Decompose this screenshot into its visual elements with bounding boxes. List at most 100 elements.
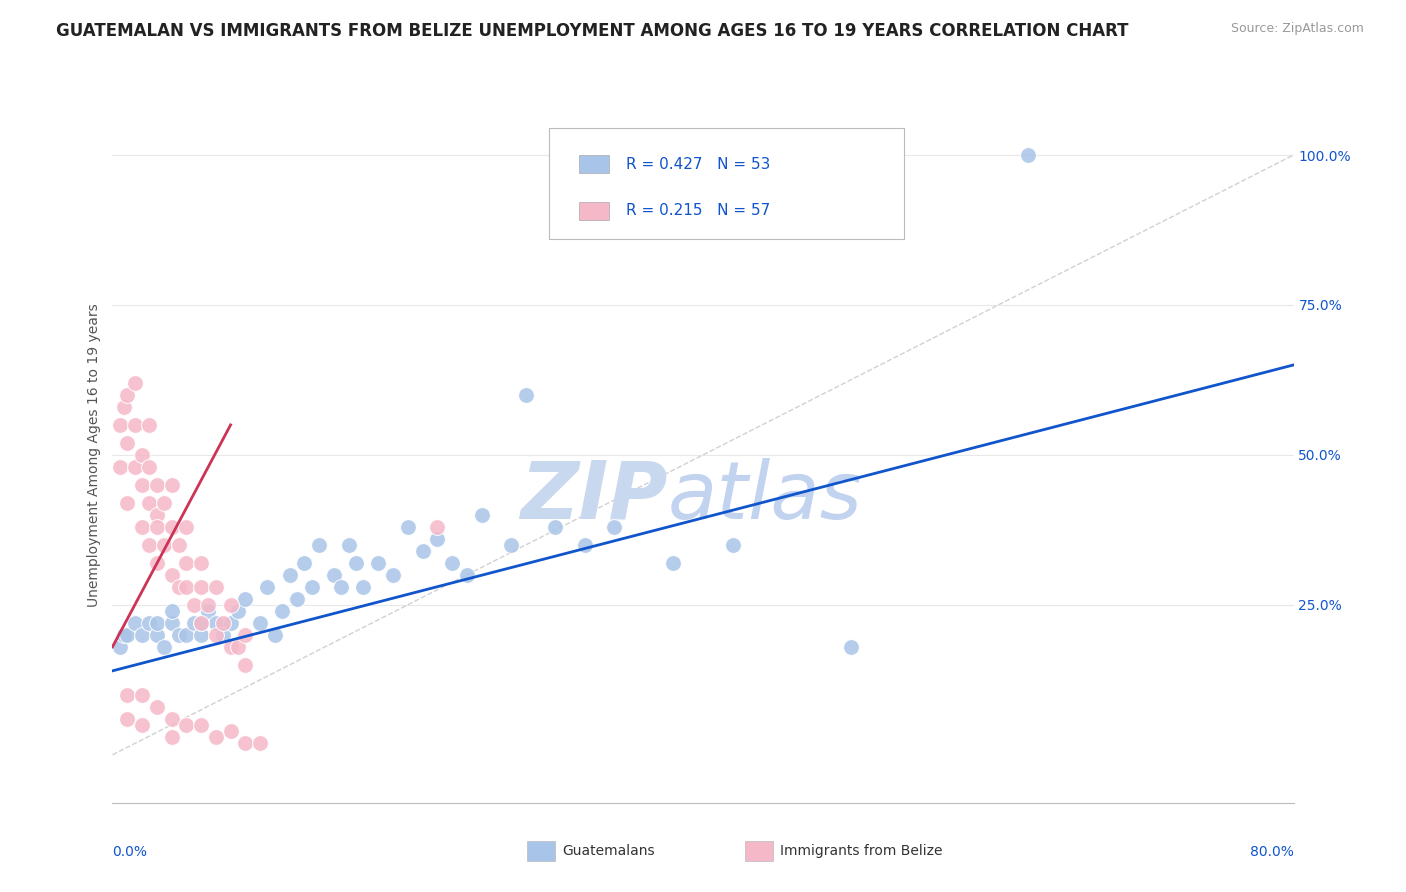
Point — [456, 567, 478, 582]
Point — [344, 556, 367, 570]
Point — [174, 628, 197, 642]
Point — [205, 628, 228, 642]
Point — [131, 448, 153, 462]
Point — [160, 567, 183, 582]
Point — [174, 520, 197, 534]
Point — [212, 615, 235, 630]
Point — [264, 628, 287, 642]
Point — [603, 520, 626, 534]
Point — [138, 615, 160, 630]
Point — [396, 520, 419, 534]
Point — [190, 718, 212, 732]
Text: R = 0.427   N = 53: R = 0.427 N = 53 — [626, 157, 770, 171]
Point — [308, 538, 330, 552]
Point — [190, 615, 212, 630]
Point — [574, 538, 596, 552]
Point — [226, 604, 249, 618]
Point — [352, 580, 374, 594]
Point — [470, 508, 494, 522]
Text: 0.0%: 0.0% — [112, 845, 148, 858]
Point — [197, 598, 219, 612]
Point — [131, 520, 153, 534]
Y-axis label: Unemployment Among Ages 16 to 19 years: Unemployment Among Ages 16 to 19 years — [87, 303, 101, 607]
Point — [301, 580, 323, 594]
Point — [183, 615, 205, 630]
Point — [160, 604, 183, 618]
Point — [411, 544, 433, 558]
Point — [205, 730, 228, 744]
Point — [426, 520, 449, 534]
Point — [146, 520, 169, 534]
Point — [138, 417, 160, 432]
Point — [190, 615, 212, 630]
Point — [205, 580, 228, 594]
Point — [160, 478, 183, 492]
Point — [167, 538, 190, 552]
Point — [337, 538, 360, 552]
Point — [285, 591, 308, 606]
Point — [183, 598, 205, 612]
Point — [190, 580, 212, 594]
Point — [256, 580, 278, 594]
Point — [112, 628, 135, 642]
Point — [839, 640, 862, 654]
Point — [153, 640, 176, 654]
Point — [233, 736, 256, 750]
Point — [131, 718, 153, 732]
Point — [138, 459, 160, 474]
Point — [124, 459, 146, 474]
Point — [131, 628, 153, 642]
FancyBboxPatch shape — [550, 128, 904, 239]
Point — [330, 580, 353, 594]
FancyBboxPatch shape — [579, 155, 609, 173]
Point — [108, 417, 131, 432]
Point — [219, 640, 242, 654]
Point — [108, 640, 131, 654]
Point — [190, 628, 212, 642]
Text: 80.0%: 80.0% — [1250, 845, 1294, 858]
Point — [190, 556, 212, 570]
Point — [160, 730, 183, 744]
Point — [146, 699, 169, 714]
Point — [117, 496, 138, 510]
Point — [124, 417, 146, 432]
Point — [146, 508, 169, 522]
Point — [249, 615, 271, 630]
Point — [205, 615, 228, 630]
Point — [721, 538, 744, 552]
Point — [131, 688, 153, 702]
Point — [124, 615, 146, 630]
Point — [131, 478, 153, 492]
Point — [219, 723, 242, 738]
Point — [174, 580, 197, 594]
Point — [146, 478, 169, 492]
Point — [153, 496, 176, 510]
Point — [1017, 148, 1039, 162]
Text: Guatemalans: Guatemalans — [562, 844, 655, 858]
Point — [367, 556, 389, 570]
Point — [108, 459, 131, 474]
Point — [146, 556, 169, 570]
Text: atlas: atlas — [668, 458, 862, 536]
Point — [292, 556, 315, 570]
Point — [441, 556, 464, 570]
Point — [112, 400, 135, 414]
Point — [233, 591, 256, 606]
Point — [197, 604, 219, 618]
Point — [323, 567, 346, 582]
Point — [219, 615, 242, 630]
Text: Immigrants from Belize: Immigrants from Belize — [780, 844, 943, 858]
Text: ZIP: ZIP — [520, 458, 668, 536]
Text: Source: ZipAtlas.com: Source: ZipAtlas.com — [1230, 22, 1364, 36]
Point — [146, 628, 169, 642]
Point — [249, 736, 271, 750]
Point — [226, 640, 249, 654]
Point — [124, 376, 146, 390]
Point — [146, 615, 169, 630]
Point — [160, 520, 183, 534]
Point — [117, 388, 138, 402]
Point — [138, 496, 160, 510]
Point — [212, 628, 235, 642]
Point — [382, 567, 405, 582]
Point — [426, 532, 449, 546]
